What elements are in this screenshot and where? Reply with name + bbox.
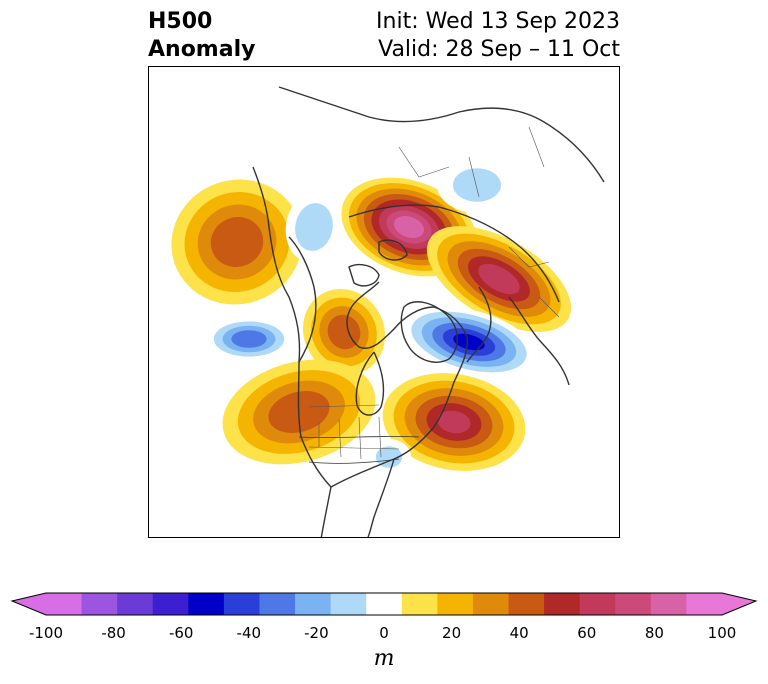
colorbar-cells <box>46 593 723 615</box>
colorbar-tick-label: -20 <box>304 624 329 642</box>
anomaly-contours <box>171 157 572 475</box>
colorbar-cell <box>579 593 616 615</box>
anomaly-map <box>148 66 620 538</box>
map-dates: Init: Wed 13 Sep 2023 Valid: 28 Sep – 11… <box>376 8 620 64</box>
anomaly-contour <box>231 330 267 348</box>
map-title: H500 Anomaly <box>148 8 255 64</box>
colorbar-cell <box>81 593 118 615</box>
colorbar-tick-label: 60 <box>577 624 597 642</box>
colorbar-extend-low <box>12 593 46 615</box>
colorbar-cell <box>472 593 510 615</box>
political-borders <box>308 126 560 460</box>
colorbar-tick-label: -60 <box>168 624 194 642</box>
colorbar-cell <box>330 593 367 615</box>
colorbar-cell <box>508 593 545 615</box>
colorbar-cell <box>650 593 687 615</box>
colorbar-cell <box>615 593 652 615</box>
colorbar-cell <box>223 593 260 615</box>
colorbar-cell <box>544 593 581 615</box>
colorbar-units: m <box>373 646 395 671</box>
anomaly-contour <box>453 333 485 351</box>
coastlines <box>252 86 605 537</box>
anomaly-map-canvas <box>171 86 605 537</box>
colorbar-cell <box>295 593 332 615</box>
colorbar-cell <box>366 593 403 615</box>
colorbar-tick-label: -80 <box>101 624 126 642</box>
colorbar-tick-label: 40 <box>509 624 529 642</box>
anomaly-contour <box>375 446 403 468</box>
valid-period: Valid: 28 Sep – 11 Oct <box>378 37 620 62</box>
colorbar-cell <box>437 593 474 615</box>
title-kind: Anomaly <box>148 37 256 62</box>
colorbar-tick-label: 100 <box>707 624 737 642</box>
colorbar-tick-label: -40 <box>236 624 262 642</box>
colorbar-cell <box>117 593 154 615</box>
colorbar <box>10 592 758 616</box>
anomaly-contour <box>295 203 333 251</box>
colorbar-cell <box>401 593 438 615</box>
colorbar-tick-label: -100 <box>28 624 64 642</box>
anomaly-contour <box>393 216 425 238</box>
colorbar-cell <box>152 593 189 615</box>
colorbar-tick-label: 20 <box>442 624 462 642</box>
colorbar-tick-label: 80 <box>644 624 664 642</box>
colorbar-cell <box>188 593 225 615</box>
title-variable: H500 <box>148 9 213 34</box>
colorbar-cell <box>46 593 83 615</box>
init-date: Init: Wed 13 Sep 2023 <box>376 9 620 34</box>
colorbar-cell <box>259 593 296 615</box>
colorbar-extend-high <box>722 593 756 615</box>
colorbar-cell <box>686 593 723 615</box>
anomaly-contour <box>453 168 501 202</box>
colorbar-tick-label: 0 <box>379 624 389 642</box>
anomaly-contour <box>478 263 520 295</box>
anomaly-contour <box>210 217 264 267</box>
anomaly-contour <box>437 410 471 434</box>
